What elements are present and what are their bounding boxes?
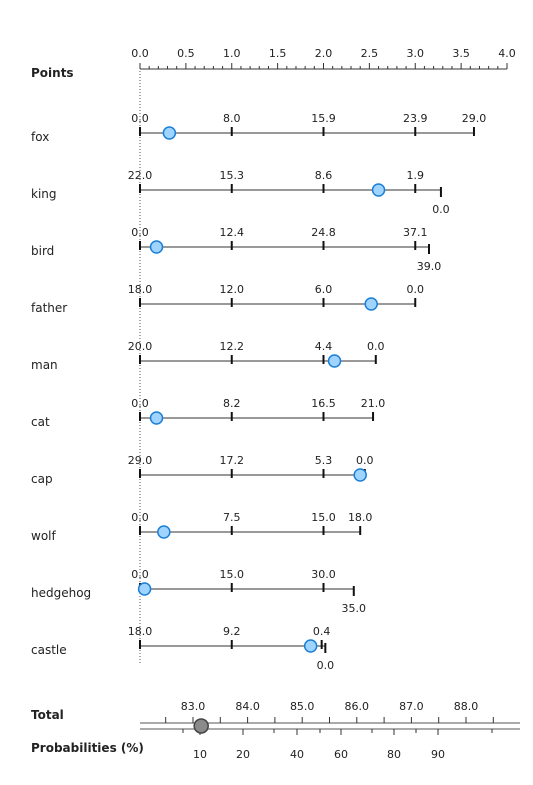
variable-tick-label: 8.6 <box>315 169 333 182</box>
total-tick-label: 88.0 <box>454 700 479 713</box>
total-axis-label: Total <box>31 708 64 722</box>
points-tick-label: 3.0 <box>407 47 425 60</box>
variable-tick-label: 0.0 <box>131 112 149 125</box>
variable-value-marker <box>371 183 386 197</box>
variable-label: cat <box>31 415 50 429</box>
variable-tick-label: 0.4 <box>313 625 331 638</box>
variable-tick-label: 6.0 <box>315 283 333 296</box>
variable-tick-label: 0.0 <box>317 659 335 672</box>
variable-label: father <box>31 301 67 315</box>
probability-axis-label: Probabilities (%) <box>31 741 144 755</box>
probability-tick-label: 80 <box>387 748 401 761</box>
points-tick-label: 2.0 <box>315 47 333 60</box>
points-tick-label: 2.5 <box>361 47 379 60</box>
total-tick-label: 85.0 <box>290 700 315 713</box>
variable-tick-label: 18.0 <box>348 511 373 524</box>
variable-tick-label: 21.0 <box>361 397 386 410</box>
variable-label: fox <box>31 130 49 144</box>
variable-tick-label: 24.8 <box>311 226 336 239</box>
variable-tick-label: 1.9 <box>407 169 425 182</box>
variable-tick-label: 17.2 <box>220 454 245 467</box>
points-tick-label: 0.5 <box>177 47 195 60</box>
variable-tick-label: 0.0 <box>131 568 149 581</box>
variable-value-marker <box>162 126 177 140</box>
variable-label: cap <box>31 472 53 486</box>
variable-tick-label: 23.9 <box>403 112 428 125</box>
variable-tick-label: 4.4 <box>315 340 333 353</box>
variable-tick-label: 0.0 <box>356 454 374 467</box>
variable-tick-label: 39.0 <box>417 260 442 273</box>
variable-tick-label: 29.0 <box>128 454 153 467</box>
probability-tick-label: 40 <box>290 748 304 761</box>
variable-tick-label: 0.0 <box>131 397 149 410</box>
variable-label: wolf <box>31 529 56 543</box>
probability-tick-label: 60 <box>334 748 348 761</box>
variable-tick-label: 8.2 <box>223 397 241 410</box>
variable-tick-label: 18.0 <box>128 283 153 296</box>
variable-value-marker <box>364 297 378 311</box>
variable-tick-label: 12.4 <box>220 226 245 239</box>
variable-value-marker <box>137 582 152 596</box>
variable-tick-label: 5.3 <box>315 454 333 467</box>
variable-tick-label: 0.0 <box>131 511 149 524</box>
variable-tick-label: 0.0 <box>432 203 450 216</box>
variable-tick-label: 9.2 <box>223 625 241 638</box>
points-tick-label: 4.0 <box>498 47 516 60</box>
variable-tick-label: 35.0 <box>342 602 367 615</box>
variable-value-marker <box>157 525 171 539</box>
points-tick-label: 0.0 <box>131 47 149 60</box>
probability-tick-label: 20 <box>236 748 250 761</box>
probability-tick-label: 10 <box>193 748 207 761</box>
variable-tick-label: 15.9 <box>311 112 336 125</box>
variable-tick-label: 15.0 <box>311 511 336 524</box>
total-tick-label: 87.0 <box>399 700 424 713</box>
variable-value-marker <box>149 411 164 425</box>
probability-tick-label: 90 <box>431 748 445 761</box>
variable-value-marker <box>353 468 367 482</box>
variable-tick-label: 0.0 <box>407 283 425 296</box>
points-tick-label: 3.5 <box>452 47 470 60</box>
variable-tick-label: 0.0 <box>367 340 385 353</box>
variable-tick-label: 12.0 <box>220 283 245 296</box>
variable-tick-label: 16.5 <box>311 397 336 410</box>
variable-label: bird <box>31 244 54 258</box>
variable-label: hedgehog <box>31 586 91 600</box>
variable-tick-label: 7.5 <box>223 511 241 524</box>
variable-tick-label: 8.0 <box>223 112 241 125</box>
variable-label: castle <box>31 643 67 657</box>
variable-value-marker <box>303 639 318 653</box>
variable-tick-label: 15.0 <box>220 568 245 581</box>
points-tick-label: 1.5 <box>269 47 287 60</box>
variable-tick-label: 30.0 <box>311 568 336 581</box>
total-value-marker <box>193 718 209 734</box>
total-tick-label: 83.0 <box>181 700 206 713</box>
variable-label: man <box>31 358 58 372</box>
total-tick-label: 84.0 <box>235 700 260 713</box>
variable-value-marker <box>149 240 164 254</box>
variable-tick-label: 18.0 <box>128 625 153 638</box>
variable-tick-label: 22.0 <box>128 169 153 182</box>
variable-tick-label: 12.2 <box>220 340 245 353</box>
points-axis-label: Points <box>31 66 74 80</box>
variable-tick-label: 20.0 <box>128 340 153 353</box>
variable-label: king <box>31 187 57 201</box>
points-tick-label: 1.0 <box>223 47 241 60</box>
variable-value-marker <box>327 354 342 368</box>
variable-tick-label: 15.3 <box>220 169 245 182</box>
total-tick-label: 86.0 <box>345 700 370 713</box>
variable-tick-label: 29.0 <box>462 112 487 125</box>
variable-tick-label: 37.1 <box>403 226 428 239</box>
variable-tick-label: 0.0 <box>131 226 149 239</box>
